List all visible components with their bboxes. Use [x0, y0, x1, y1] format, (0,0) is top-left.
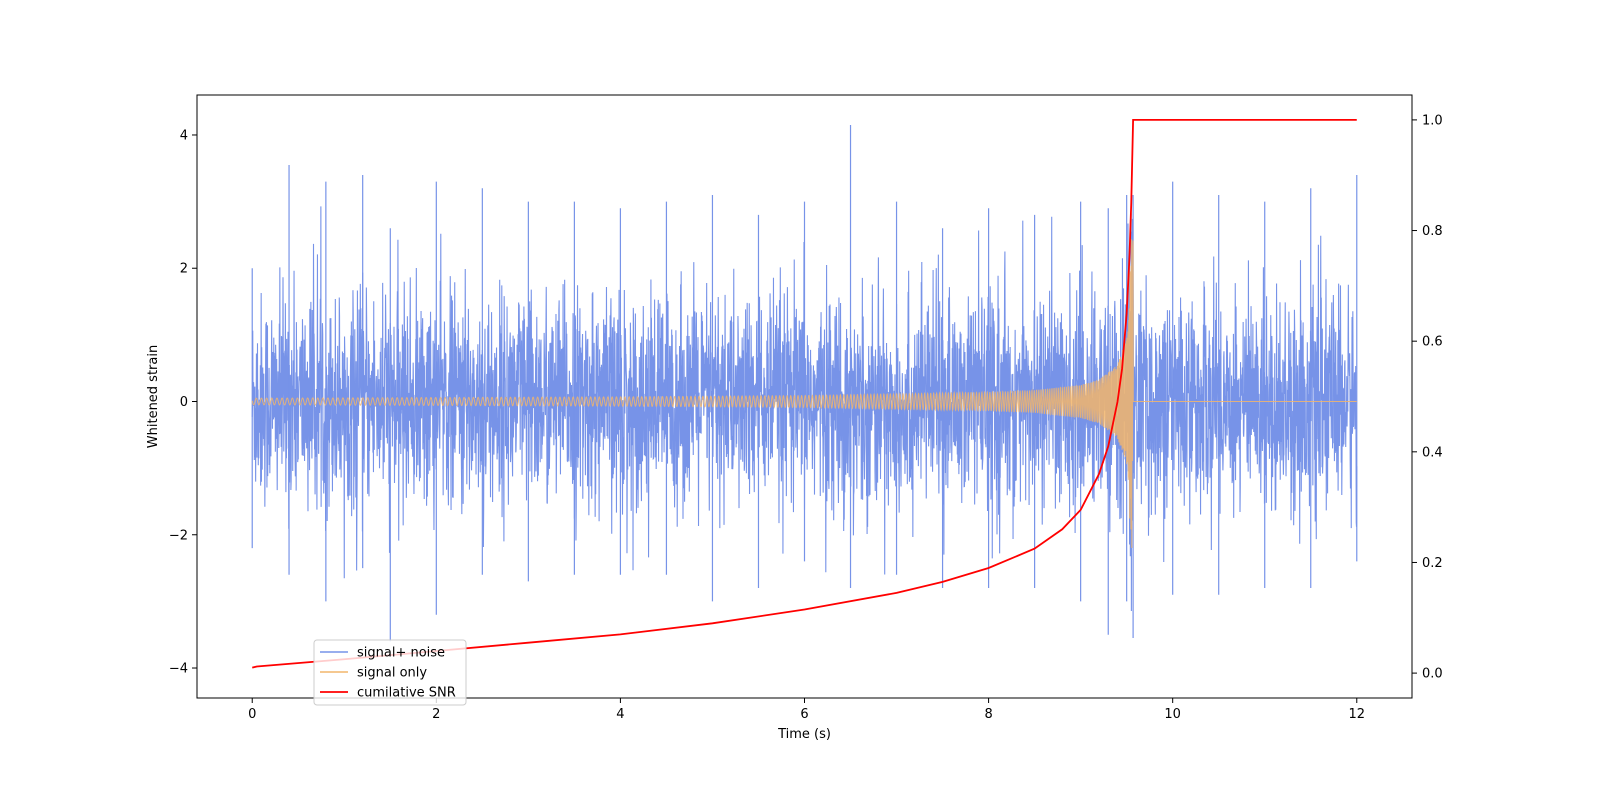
y2-tick-label: 0.4: [1422, 445, 1443, 460]
y-tick-label: 2: [180, 262, 188, 277]
y2-axis-ticks: 0.0 0.2 0.4 0.6 0.8 1.0: [1412, 113, 1443, 682]
legend-entry: signal only: [357, 666, 427, 681]
series-line-cumulative-snr: [252, 118, 1357, 669]
legend-box: [313, 639, 467, 706]
y-tick-label: 0: [180, 395, 188, 410]
y-axis-ticks: −4 −2 0 2 4: [169, 128, 197, 677]
y-tick-label: −4: [169, 662, 188, 677]
x-tick-label: 8: [984, 707, 992, 722]
x-axis-ticks: 0 2 4 6 8 10 12: [248, 698, 1365, 722]
y2-tick-label: 0.8: [1422, 224, 1443, 239]
y2-tick-label: 0.6: [1422, 335, 1443, 350]
x-tick-label: 4: [616, 707, 624, 722]
x-tick-label: 2: [432, 707, 440, 722]
legend-entry: cumilative SNR: [357, 686, 456, 701]
legend: signal+ noise signal only cumilative SNR: [313, 639, 467, 706]
y2-tick-label: 0.0: [1422, 667, 1443, 682]
x-axis-label: Time (s): [777, 727, 831, 742]
y-tick-label: 4: [180, 128, 188, 143]
x-tick-label: 0: [248, 707, 256, 722]
series-cumulative-snr: [252, 118, 1357, 669]
y2-tick-label: 0.2: [1422, 556, 1443, 571]
y-tick-label: −2: [169, 528, 188, 543]
legend-entry: signal+ noise: [357, 646, 445, 661]
x-tick-label: 6: [800, 707, 808, 722]
x-tick-label: 10: [1164, 707, 1181, 722]
y2-tick-label: 1.0: [1422, 113, 1443, 128]
x-tick-label: 12: [1348, 707, 1365, 722]
y-axis-label: Whitened strain: [146, 345, 161, 448]
plot-area: [251, 118, 1358, 669]
series-signal-only: [251, 239, 1357, 549]
series-line-signal-only: [251, 239, 1357, 549]
